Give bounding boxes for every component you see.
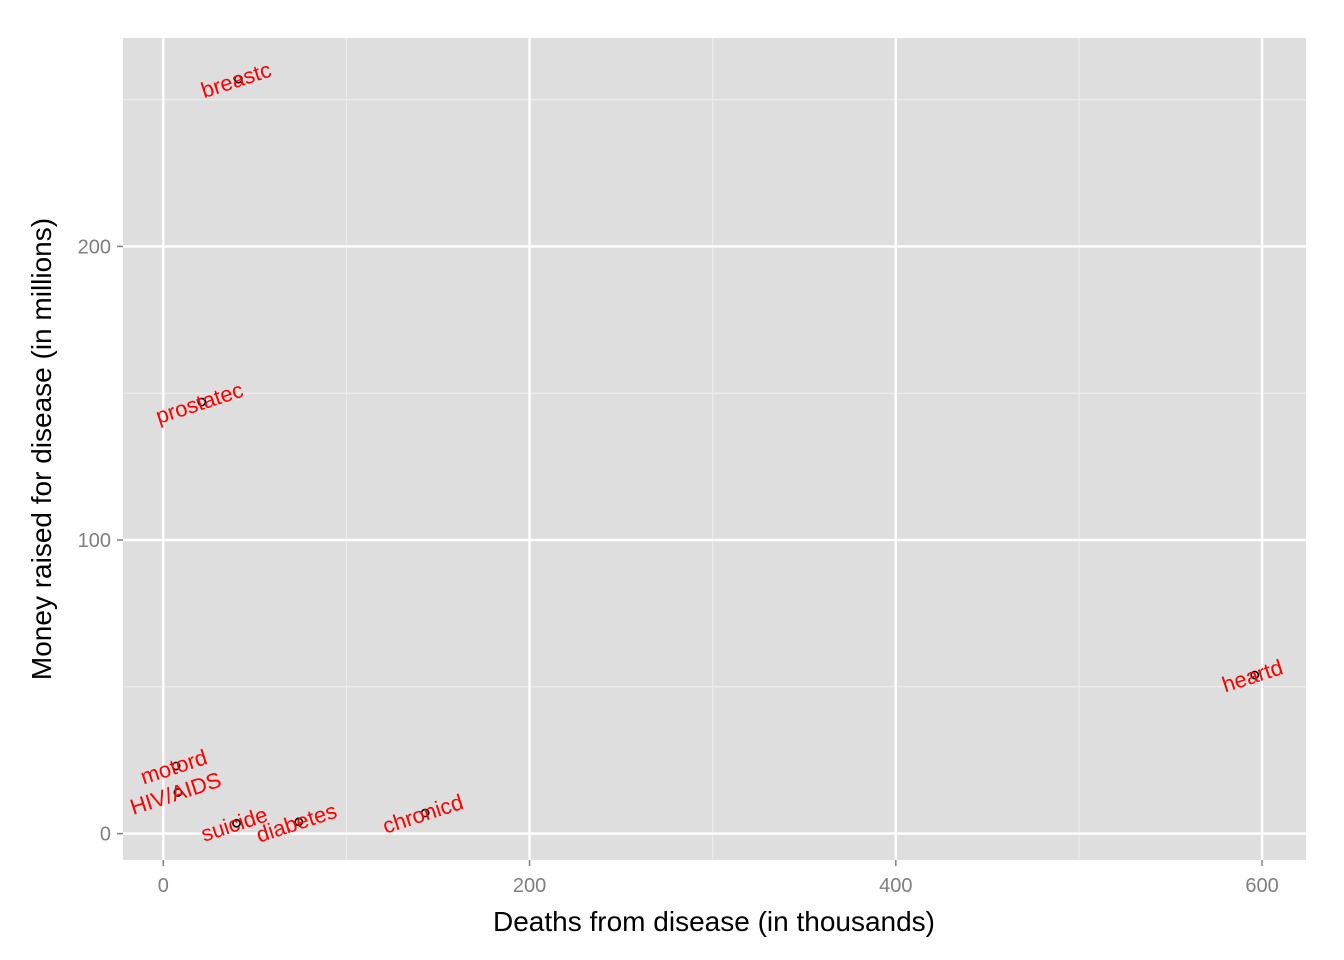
- data-point: [197, 397, 207, 407]
- data-point: [420, 808, 430, 818]
- x-tick-label: 400: [879, 875, 912, 897]
- data-point: [233, 74, 243, 84]
- y-tick-label: 200: [78, 236, 111, 258]
- x-axis-title: Deaths from disease (in thousands): [493, 906, 935, 937]
- y-axis-ticks: 0 100 200: [78, 236, 123, 846]
- x-tick-label: 200: [513, 875, 546, 897]
- x-tick-label: 0: [158, 875, 169, 897]
- major-gridlines: [123, 38, 1306, 860]
- x-axis-ticks: 0 200 400 600: [158, 860, 1279, 897]
- minor-gridlines: [123, 38, 1306, 860]
- y-tick-label: 100: [78, 530, 111, 552]
- y-axis-title: Money raised for disease (in millions): [26, 218, 57, 680]
- plot-panel: [123, 38, 1306, 860]
- data-point: [232, 818, 241, 828]
- y-tick-label: 0: [100, 824, 111, 846]
- data-points: [171, 74, 1260, 828]
- data-point: [173, 788, 183, 797]
- data-point: [1250, 670, 1260, 680]
- x-tick-label: 600: [1245, 875, 1278, 897]
- data-point: [171, 761, 181, 771]
- data-point: [294, 817, 304, 827]
